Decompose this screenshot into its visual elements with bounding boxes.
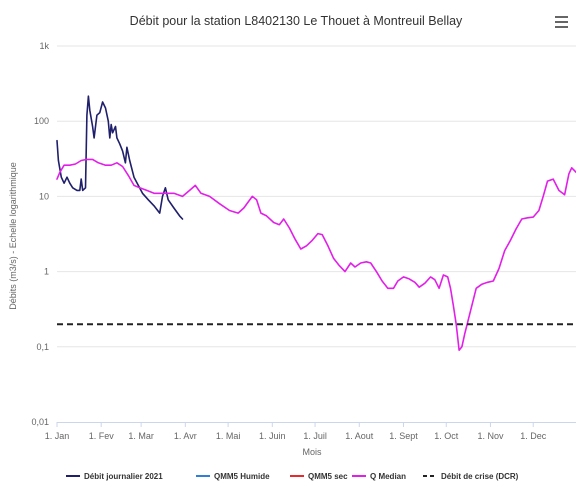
x-tick-label: 1. Oct bbox=[434, 431, 459, 441]
y-tick-label: 100 bbox=[34, 116, 49, 126]
y-tick-label: 1k bbox=[39, 41, 49, 51]
legend-label: Débit de crise (DCR) bbox=[441, 472, 519, 481]
legend-label: QMM5 Humide bbox=[214, 472, 270, 481]
legend: Débit journalier 2021 QMM5 Humide QMM5 sec… bbox=[66, 472, 519, 481]
axes: 0,01 0,1 1 10 100 1k 1. Jan 1. Fev 1. Mar 1. Avr 1… bbox=[31, 41, 576, 441]
legend-item-0[interactable]: Débit journalier 2021 bbox=[66, 472, 163, 481]
x-tick-label: 1. Jan bbox=[45, 431, 70, 441]
y-axis-title: Débits (m3/s) - Echelle logarithmique bbox=[8, 162, 18, 310]
grid bbox=[57, 45, 576, 348]
legend-label: QMM5 sec bbox=[308, 472, 348, 481]
series-layer bbox=[56, 95, 576, 351]
x-tick-label: 1. Mar bbox=[128, 431, 154, 441]
legend-item-4[interactable]: Débit de crise (DCR) bbox=[423, 472, 519, 481]
x-tick-label: 1. Mai bbox=[216, 431, 241, 441]
legend-label: Q Median bbox=[370, 472, 406, 481]
x-tick-label: 1. Juil bbox=[303, 431, 327, 441]
x-tick-label: 1. Sept bbox=[389, 431, 418, 441]
chart-title: Débit pour la station L8402130 Le Thouet… bbox=[130, 14, 463, 28]
x-tick-label: 1. Aout bbox=[345, 431, 374, 441]
series-line-3 bbox=[56, 158, 576, 351]
y-tick-label: 1 bbox=[44, 267, 49, 277]
x-axis-title: Mois bbox=[302, 447, 322, 457]
y-tick-label: 0,01 bbox=[31, 417, 49, 427]
hamburger-menu-icon[interactable] bbox=[550, 10, 574, 34]
legend-item-3[interactable]: Q Median bbox=[352, 472, 406, 481]
y-tick-label: 10 bbox=[39, 191, 49, 201]
legend-label: Débit journalier 2021 bbox=[84, 472, 163, 481]
legend-item-1[interactable]: QMM5 Humide bbox=[196, 472, 270, 481]
x-tick-label: 1. Fev bbox=[89, 431, 115, 441]
x-tick-label: 1. Avr bbox=[174, 431, 197, 441]
series-line-0 bbox=[56, 95, 184, 220]
legend-item-2[interactable]: QMM5 sec bbox=[290, 472, 348, 481]
y-tick-label: 0,1 bbox=[36, 342, 49, 352]
x-tick-label: 1. Nov bbox=[477, 431, 504, 441]
x-tick-label: 1. Juin bbox=[259, 431, 286, 441]
x-tick-label: 1. Dec bbox=[520, 431, 547, 441]
